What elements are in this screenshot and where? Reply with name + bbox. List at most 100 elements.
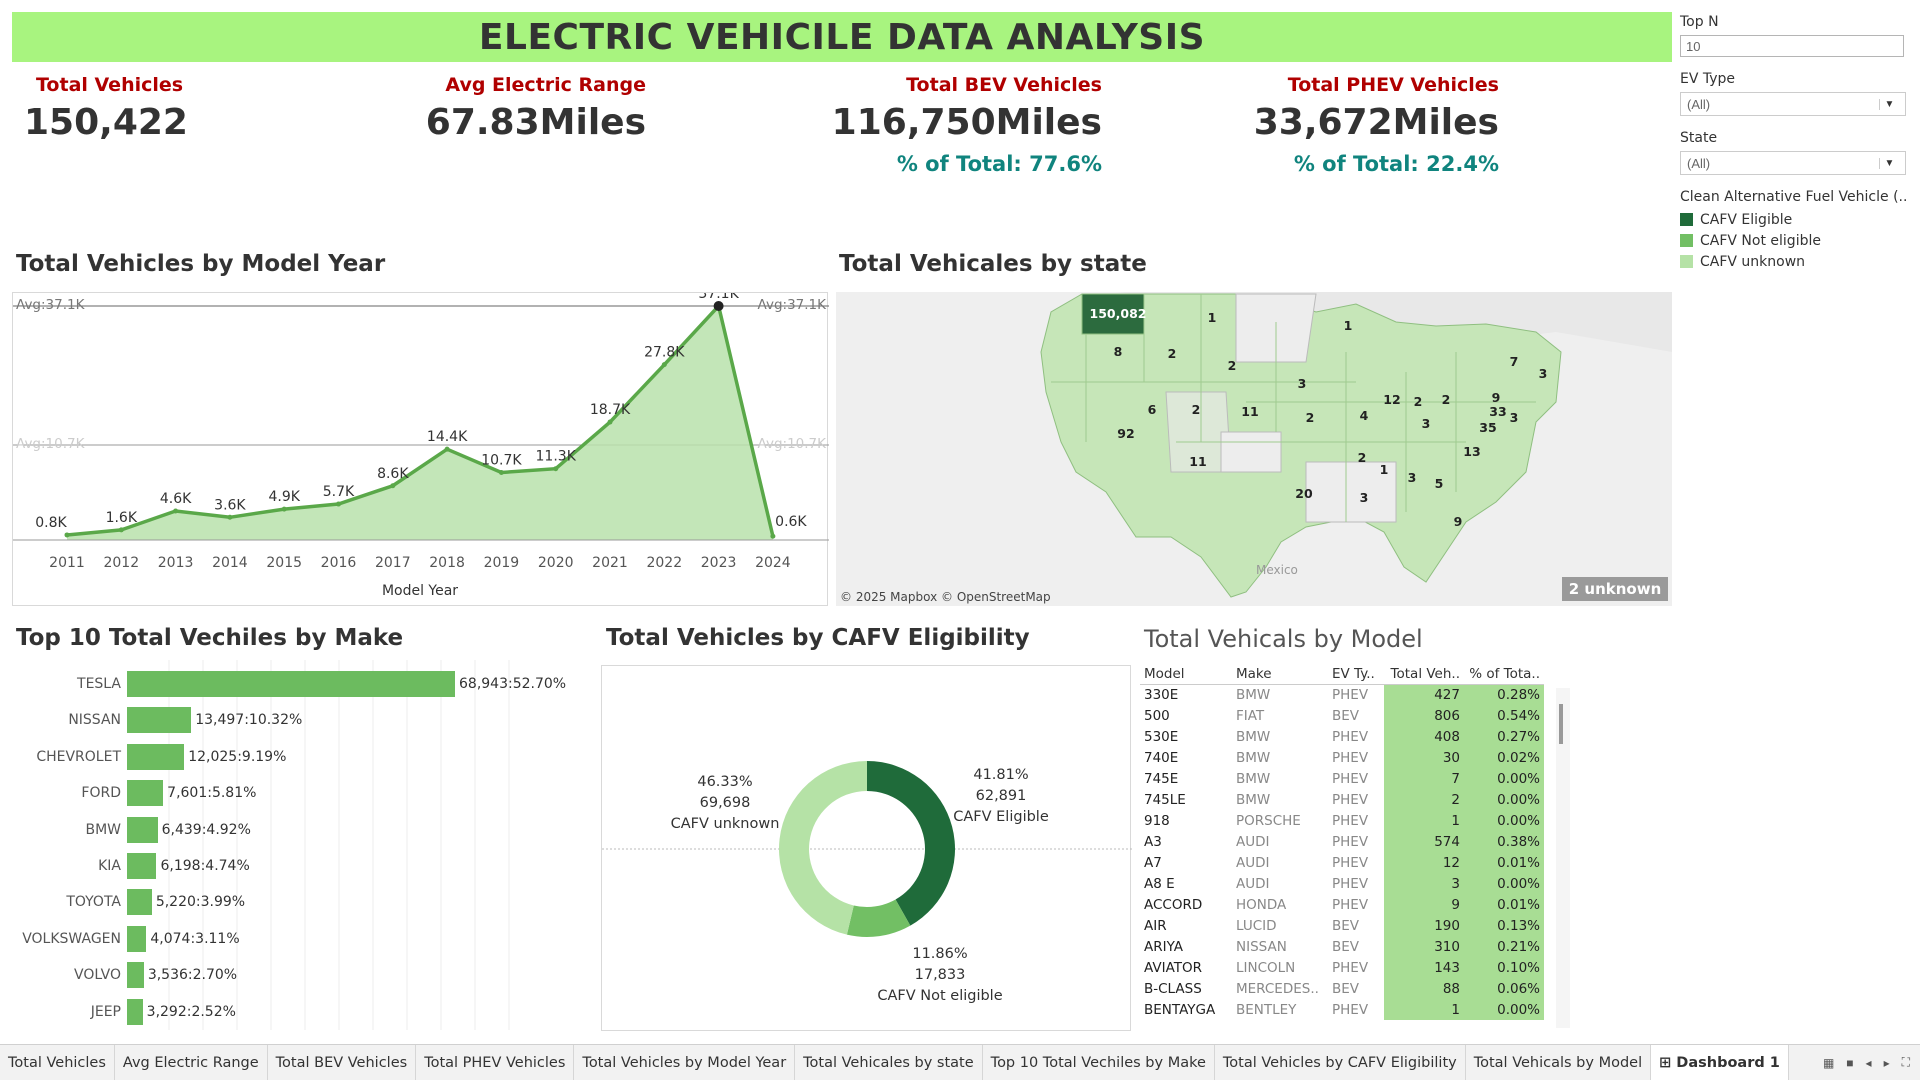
- map-credit[interactable]: © 2025 Mapbox © OpenStreetMap: [840, 590, 1051, 604]
- bar-row[interactable]: TOYOTA 5,220:3.99%: [12, 888, 245, 916]
- bar-value-label: 13,497:10.32%: [195, 712, 303, 729]
- bar[interactable]: [127, 962, 144, 989]
- sheet-tab[interactable]: Total PHEV Vehicles: [416, 1045, 575, 1080]
- state-map-panel[interactable]: 150,082 1 1 8 2 2 3 7 3 6 2 11 2 4 12 2 2 9 92 3 33 35 3 11 13 2 1…: [836, 292, 1672, 606]
- previous-sheet-icon[interactable]: ◂: [1865, 1055, 1872, 1070]
- scrollbar-thumb[interactable]: [1559, 704, 1563, 744]
- table-row[interactable]: 330E BMW PHEV 427 0.28%: [1140, 684, 1544, 705]
- table-row[interactable]: 530E BMW PHEV 408 0.27%: [1140, 726, 1544, 747]
- data-label: 14.4K: [427, 429, 468, 445]
- bar-row[interactable]: NISSAN 13,497:10.32%: [12, 706, 302, 734]
- sheet-tab[interactable]: Total Vehicals by Model: [1466, 1045, 1652, 1080]
- bar[interactable]: [127, 816, 158, 843]
- top-n-input[interactable]: [1680, 35, 1904, 57]
- table-row[interactable]: 918 PORSCHE PHEV 1 0.00%: [1140, 810, 1544, 831]
- sheet-tab[interactable]: Total Vehicles by CAFV Eligibility: [1215, 1045, 1466, 1080]
- table-cell: B-CLASS: [1144, 980, 1202, 997]
- data-point[interactable]: [173, 508, 179, 514]
- bar[interactable]: [127, 853, 157, 879]
- bar[interactable]: [127, 671, 455, 697]
- table-column-header[interactable]: Make: [1232, 664, 1328, 685]
- table-row[interactable]: A3 AUDI PHEV 574 0.38%: [1140, 831, 1544, 852]
- chevron-down-icon: ▼: [1879, 98, 1899, 110]
- table-column-header[interactable]: Model: [1140, 664, 1232, 685]
- bar[interactable]: [127, 889, 152, 916]
- bar-row[interactable]: VOLVO 3,536:2.70%: [12, 961, 237, 989]
- bar-value-label: 5,220:3.99%: [155, 894, 246, 911]
- table-scrollbar[interactable]: [1556, 688, 1570, 1028]
- state-select[interactable]: (All) ▼: [1680, 151, 1906, 175]
- bar[interactable]: [127, 743, 185, 770]
- sheet-tab[interactable]: Total BEV Vehicles: [268, 1045, 417, 1080]
- data-point[interactable]: [64, 532, 70, 538]
- model-year-area-chart[interactable]: Avg:37.1K Avg:37.1K Avg:10.7K Avg:10.7K …: [13, 286, 829, 607]
- sheet-tab[interactable]: ⊞ Dashboard 1: [1651, 1045, 1789, 1080]
- bar-row[interactable]: FORD 7,601:5.81%: [12, 779, 256, 807]
- bar-row[interactable]: CHEVROLET 12,025:9.19%: [12, 743, 286, 771]
- bar-row[interactable]: JEEP 3,292:2.52%: [12, 998, 236, 1026]
- legend-item-cafv-eligible[interactable]: CAFV Eligible: [1680, 209, 1906, 230]
- data-point[interactable]: [227, 514, 233, 520]
- list-view-icon[interactable]: ■: [1846, 1055, 1854, 1070]
- table-row[interactable]: 745LE BMW PHEV 2 0.00%: [1140, 789, 1544, 810]
- data-point[interactable]: [390, 483, 396, 489]
- data-point[interactable]: [118, 527, 124, 533]
- model-table-container[interactable]: Model Make EV Ty.. Total Veh..% of Tota.. 3…: [1140, 664, 1570, 1032]
- bar-row[interactable]: KIA 6,198:4.74%: [12, 852, 250, 880]
- data-point[interactable]: [661, 362, 667, 368]
- table-row[interactable]: 740E BMW PHEV 30 0.02%: [1140, 747, 1544, 768]
- data-point[interactable]: [444, 446, 450, 452]
- unknown-locations-badge[interactable]: 2 unknown: [1562, 577, 1668, 601]
- table-row[interactable]: ARIYA NISSAN BEV 310 0.21%: [1140, 936, 1544, 957]
- bar[interactable]: [127, 998, 143, 1025]
- legend-item-cafv-unknown[interactable]: CAFV unknown: [1680, 251, 1906, 272]
- table-row[interactable]: A7 AUDI PHEV 12 0.01%: [1140, 852, 1544, 873]
- table-row[interactable]: ACCORD HONDA PHEV 9 0.01%: [1140, 894, 1544, 915]
- slice-cafv-unknown[interactable]: [778, 761, 867, 935]
- cafv-donut-panel: 41.81% 62,891 CAFV Eligible 11.86% 17,833 CAF…: [601, 665, 1132, 1032]
- data-point[interactable]: [770, 533, 776, 539]
- state-washington[interactable]: [1081, 293, 1145, 335]
- bar[interactable]: [127, 925, 147, 952]
- bar-row[interactable]: VOLKSWAGEN 4,074:3.11%: [12, 925, 240, 953]
- table-row[interactable]: A8 E AUDI PHEV 3 0.00%: [1140, 873, 1544, 894]
- sheet-tab[interactable]: Total Vehicles: [0, 1045, 115, 1080]
- sheet-tab[interactable]: Avg Electric Range: [115, 1045, 268, 1080]
- dashboard-title-bar: ELECTRIC VEHICILE DATA ANALYSIS: [12, 12, 1672, 62]
- slice-cafv-not-eligible[interactable]: [846, 899, 911, 937]
- bar-category-label: BMW: [85, 821, 121, 838]
- data-point[interactable]: [336, 501, 341, 507]
- table-row[interactable]: 745E BMW PHEV 7 0.00%: [1140, 768, 1544, 789]
- table-cell: BEV: [1332, 707, 1360, 724]
- data-point[interactable]: [713, 301, 724, 311]
- bar-row[interactable]: TESLA 68,943:52.70%: [12, 670, 566, 698]
- bar[interactable]: [127, 780, 164, 807]
- data-point[interactable]: [498, 470, 504, 476]
- table-row[interactable]: B-CLASS MERCEDES.. BEV 88 0.06%: [1140, 978, 1544, 999]
- grid-view-icon[interactable]: ▦: [1822, 1055, 1835, 1070]
- table-row[interactable]: AIR LUCID BEV 190 0.13%: [1140, 915, 1544, 936]
- bar-category-label: VOLKSWAGEN: [22, 930, 121, 947]
- fullscreen-icon[interactable]: ⛶: [1901, 1055, 1910, 1069]
- table-row[interactable]: BENTAYGA BENTLEY PHEV 1 0.00%: [1140, 999, 1544, 1020]
- slice-cafv-eligible[interactable]: [867, 761, 955, 926]
- cafv-donut-chart[interactable]: 41.81% 62,891 CAFV Eligible 11.86% 17,833 CAF…: [602, 666, 1132, 1032]
- ev-type-select[interactable]: (All) ▼: [1680, 92, 1906, 116]
- sheet-tab[interactable]: Total Vehicles by Model Year: [574, 1045, 796, 1080]
- next-sheet-icon[interactable]: ▸: [1883, 1055, 1890, 1070]
- bar-category-label: FORD: [81, 785, 121, 802]
- data-point[interactable]: [553, 466, 559, 472]
- sheet-tab[interactable]: Total Vehicales by state: [795, 1045, 983, 1080]
- table-row[interactable]: 500 FIAT BEV 806 0.54%: [1140, 705, 1544, 726]
- bar-row[interactable]: BMW 6,439:4.92%: [12, 816, 251, 844]
- table-column-header[interactable]: % of Tota..: [1464, 664, 1544, 685]
- bar[interactable]: [127, 707, 192, 734]
- table-row[interactable]: AVIATOR LINCOLN PHEV 143 0.10%: [1140, 957, 1544, 978]
- data-point[interactable]: [281, 506, 287, 512]
- table-column-header[interactable]: Total Veh..: [1384, 664, 1464, 685]
- legend-item-cafv-not-eligible[interactable]: CAFV Not eligible: [1680, 230, 1906, 251]
- table-column-header[interactable]: EV Ty..: [1328, 664, 1384, 685]
- sheet-tab[interactable]: Top 10 Total Vechiles by Make: [983, 1045, 1215, 1080]
- data-point[interactable]: [607, 419, 613, 425]
